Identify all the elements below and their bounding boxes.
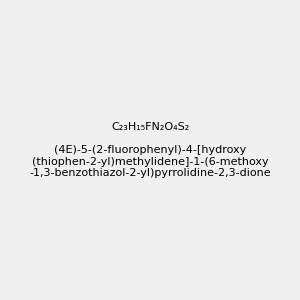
Text: C₂₃H₁₅FN₂O₄S₂

(4E)-5-(2-fluorophenyl)-4-[hydroxy
(thiophen-2-yl)methylidene]-1-: C₂₃H₁₅FN₂O₄S₂ (4E)-5-(2-fluorophenyl)-4-… (29, 122, 271, 178)
